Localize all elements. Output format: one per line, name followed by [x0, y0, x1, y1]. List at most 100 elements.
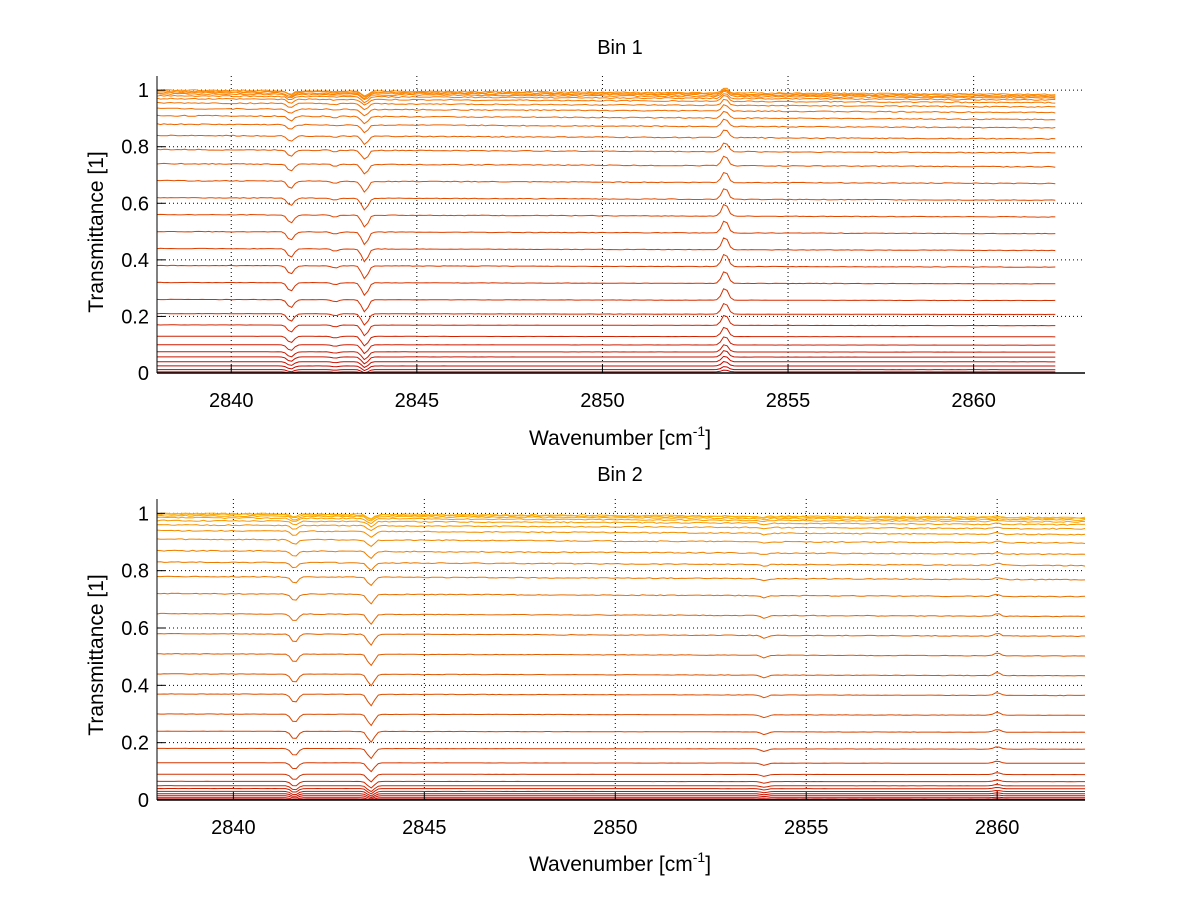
y-tick-label: 1 [138, 80, 149, 102]
series-line [157, 355, 1056, 369]
series-line [157, 760, 1086, 773]
series-line [157, 692, 1086, 707]
series-line [156, 516, 1086, 525]
series-group [156, 87, 1056, 374]
series-line [156, 87, 1056, 97]
series-line [156, 129, 1056, 146]
y-tick-label: 0.6 [121, 618, 149, 640]
x-tick-label: 2855 [766, 390, 811, 412]
x-axis-label: Wavenumber [cm-1] [529, 423, 711, 450]
chart-title: Bin 1 [597, 37, 643, 59]
series-line [157, 789, 1085, 797]
series-line [157, 361, 1056, 372]
series-line [156, 171, 1056, 193]
series-line [156, 142, 1056, 160]
grid [157, 76, 1085, 373]
x-tick-labels: 2840 2845 2850 2855 2860 [209, 390, 996, 412]
series-line [156, 90, 1056, 101]
x-tick-label: 2855 [784, 817, 829, 839]
series-line [156, 110, 1056, 125]
series-line [156, 271, 1056, 297]
x-axis-label: Wavenumber [cm-1] [529, 849, 711, 876]
series-line [156, 220, 1056, 246]
x-tick-label: 2860 [951, 390, 996, 412]
y-tick-label: 0.2 [121, 733, 149, 755]
series-line [157, 792, 1085, 799]
x-tick-label: 2840 [209, 390, 254, 412]
series-line [156, 514, 1086, 522]
x-tick-label: 2860 [975, 817, 1020, 839]
x-tick-label: 2840 [211, 817, 256, 839]
series-line [157, 796, 1085, 801]
series-line [157, 794, 1085, 800]
series-line [156, 188, 1056, 211]
x-tick-label: 2850 [593, 817, 638, 839]
series-line [157, 369, 1056, 374]
chart-bin-1: Bin 1 2840 2845 2850 2855 2860 0 0.2 0.4 0.6 0.8… [85, 37, 1085, 450]
y-tick-label: 0.6 [121, 193, 149, 215]
series-line [157, 513, 1085, 521]
y-tick-label: 0.8 [121, 561, 149, 583]
series-line [156, 549, 1086, 560]
x-tick-label: 2845 [402, 817, 447, 839]
series-line [156, 88, 1056, 98]
series-line [156, 237, 1056, 263]
series-line [156, 512, 1086, 520]
series-line [156, 672, 1086, 687]
series-line [156, 203, 1056, 228]
chart-bin-2: Bin 2 2840 2845 2850 2855 2860 0 0.2 0.4 0.6 0.8… [85, 464, 1086, 876]
series-line [157, 798, 1085, 801]
series-line [157, 366, 1056, 374]
series-line [156, 302, 1056, 326]
series-line [156, 155, 1056, 175]
series-line [157, 326, 1056, 347]
series-line [156, 118, 1056, 134]
series-line [156, 786, 1085, 795]
x-tick-labels: 2840 2845 2850 2855 2860 [211, 817, 1019, 839]
series-line [156, 94, 1056, 106]
x-tick-label: 2850 [580, 390, 625, 412]
series-line [156, 288, 1056, 313]
series-line [157, 783, 1085, 793]
series-line [156, 336, 1056, 355]
series-line [157, 772, 1085, 783]
series-line [156, 519, 1086, 528]
series-line [157, 350, 1056, 365]
y-axis-label: Transmittance [1] [85, 574, 108, 735]
grid [157, 499, 1085, 800]
series-line [156, 561, 1086, 571]
series-line [156, 575, 1086, 587]
series-line [157, 652, 1086, 667]
axes [156, 76, 1085, 374]
y-tick-label: 0.8 [121, 137, 149, 159]
y-tick-label: 0 [138, 363, 149, 385]
series-line [157, 729, 1086, 744]
y-tick-label: 0 [138, 790, 149, 812]
series-line [156, 592, 1086, 605]
axes [156, 499, 1085, 801]
series-line [156, 612, 1086, 625]
series-line [156, 632, 1085, 647]
series-line [156, 98, 1056, 111]
x-tick-label: 2845 [395, 390, 440, 412]
y-tick-label: 0.2 [121, 306, 149, 328]
y-tick-labels: 0 0.2 0.4 0.6 0.8 1 [121, 503, 149, 812]
series-line [156, 529, 1086, 538]
series-line [156, 712, 1086, 727]
series-line [157, 746, 1086, 760]
series-line [156, 779, 1085, 789]
y-axis-label: Transmittance [1] [85, 151, 108, 312]
y-tick-labels: 0 0.2 0.4 0.6 0.8 1 [121, 80, 149, 385]
series-line [156, 253, 1056, 280]
chart-title: Bin 2 [597, 464, 643, 486]
series-line [156, 93, 1056, 104]
series-group [156, 512, 1086, 801]
series-line [156, 104, 1056, 117]
series-line [156, 524, 1086, 532]
series-line [156, 314, 1056, 337]
series-line [156, 344, 1056, 361]
series-line [156, 538, 1086, 548]
y-tick-label: 1 [138, 503, 149, 525]
y-tick-label: 0.4 [121, 675, 149, 697]
